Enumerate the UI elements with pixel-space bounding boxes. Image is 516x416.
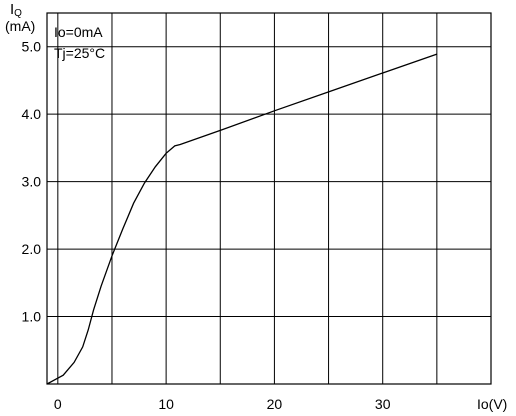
x-tick-label: 0: [54, 396, 62, 412]
y-tick-label: 1.0: [22, 309, 42, 325]
annotation-io: Io=0mA: [54, 24, 103, 40]
series-line: [46, 53, 438, 385]
plot-frame: [46, 12, 492, 385]
y-tick-label: 3.0: [22, 174, 42, 190]
x-axis-label: Io(V): [477, 396, 507, 412]
grid: [47, 13, 491, 384]
x-tick-label: 30: [375, 396, 391, 412]
annotation-tj: Tj=25°C: [54, 45, 105, 61]
y-tick-label: 4.0: [22, 106, 42, 122]
x-tick-labels: 0 10 20 30: [54, 396, 391, 412]
y-tick-label: 2.0: [22, 241, 42, 257]
y-axis-label: IQ: [10, 1, 22, 19]
y-axis-label-subscript: Q: [14, 8, 22, 19]
annotation-box: Io=0mA Tj=25°C: [54, 24, 105, 61]
x-tick-label: 20: [267, 396, 283, 412]
y-tick-label: 5.0: [22, 39, 42, 55]
y-axis-unit: (mA): [5, 18, 35, 34]
y-tick-labels: 1.0 2.0 3.0 4.0 5.0: [22, 39, 42, 325]
x-tick-label: 10: [158, 396, 174, 412]
